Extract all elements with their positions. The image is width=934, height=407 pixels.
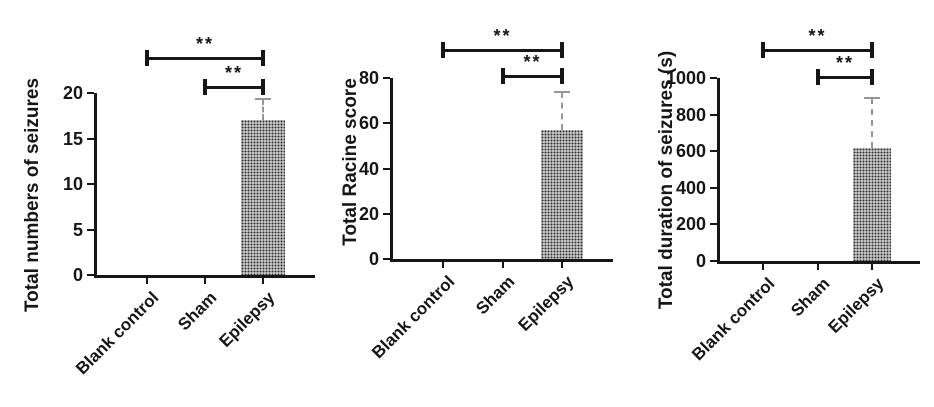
error-bar [561, 91, 563, 131]
y-tick-label: 20 [358, 203, 379, 224]
bar [241, 120, 285, 275]
y-tick-label: 60 [358, 113, 379, 134]
y-tick [710, 223, 717, 226]
significance-bracket [818, 76, 872, 79]
x-tick [502, 262, 504, 268]
bar [853, 147, 891, 261]
bracket-end-cap [560, 68, 564, 84]
y-tick-label: 400 [675, 177, 706, 198]
significance-label: ** [195, 34, 214, 54]
x-tick [561, 262, 563, 268]
y-axis [717, 78, 720, 264]
x-tick-label: Blank control [72, 288, 163, 379]
x-tick [817, 264, 819, 270]
x-tick [262, 278, 264, 284]
y-tick-label: 10 [62, 174, 83, 194]
y-tick [383, 122, 390, 125]
y-tick [383, 258, 390, 260]
y-tick-label: 80 [358, 68, 379, 88]
y-tick [383, 77, 390, 79]
y-tick [383, 167, 390, 170]
y-tick-label: 200 [675, 214, 706, 235]
bracket-end-cap [441, 42, 445, 58]
y-tick [710, 260, 717, 262]
y-tick-label: 15 [62, 128, 83, 149]
y-tick-label: 800 [675, 104, 706, 125]
bracket-end-cap [261, 79, 265, 95]
y-tick-label: 0 [695, 251, 706, 271]
significance-bracket [503, 75, 562, 78]
y-tick [87, 274, 94, 276]
x-tick [762, 264, 764, 270]
significance-bracket [443, 49, 562, 52]
y-tick [87, 228, 94, 231]
x-tick [146, 278, 148, 284]
bracket-end-cap [870, 69, 874, 85]
y-tick-label: 1000 [665, 68, 706, 88]
y-tick [87, 137, 94, 140]
significance-label: ** [224, 63, 243, 83]
y-axis [390, 78, 393, 262]
significance-bracket [763, 49, 872, 52]
significance-label: ** [523, 52, 542, 72]
error-bar-cap [255, 98, 271, 101]
x-axis [94, 275, 315, 278]
significance-label: ** [835, 53, 854, 73]
x-axis [390, 259, 613, 262]
y-tick-label: 40 [358, 158, 379, 179]
y-tick [87, 92, 94, 94]
x-axis [717, 261, 920, 264]
y-tick [710, 113, 717, 116]
y-tick-label: 5 [72, 219, 83, 240]
bracket-end-cap [560, 42, 564, 58]
y-tick-label: 600 [675, 141, 706, 162]
bracket-end-cap [761, 42, 765, 58]
y-tick [383, 212, 390, 215]
error-bar [262, 99, 264, 121]
x-tick-label: Sham [472, 272, 519, 319]
error-bar-cap [554, 90, 570, 93]
y-tick-label: 0 [72, 265, 83, 285]
x-tick [204, 278, 206, 284]
x-tick-label: Epilepsy [514, 272, 578, 335]
y-tick [710, 150, 717, 153]
y-tick-label: 20 [62, 83, 83, 103]
bracket-end-cap [145, 50, 149, 66]
y-tick [87, 183, 94, 185]
error-bar [871, 98, 873, 148]
bracket-end-cap [261, 50, 265, 66]
y-axis [94, 93, 97, 278]
significance-bracket [147, 57, 263, 60]
bracket-end-cap [870, 42, 874, 58]
x-tick [871, 264, 873, 270]
bar [541, 130, 583, 259]
x-tick [442, 262, 444, 268]
significance-label: ** [493, 26, 512, 46]
y-tick-label: 0 [368, 249, 379, 269]
x-tick-label: Epilepsy [215, 288, 279, 351]
y-tick [710, 77, 717, 79]
significance-label: ** [808, 26, 827, 46]
significance-bracket [205, 86, 263, 89]
y-tick [710, 186, 717, 189]
bracket-end-cap [816, 69, 820, 85]
error-bar-cap [864, 97, 880, 100]
x-tick-label: Sham [174, 288, 221, 335]
bracket-end-cap [203, 79, 207, 95]
bracket-end-cap [501, 68, 505, 84]
